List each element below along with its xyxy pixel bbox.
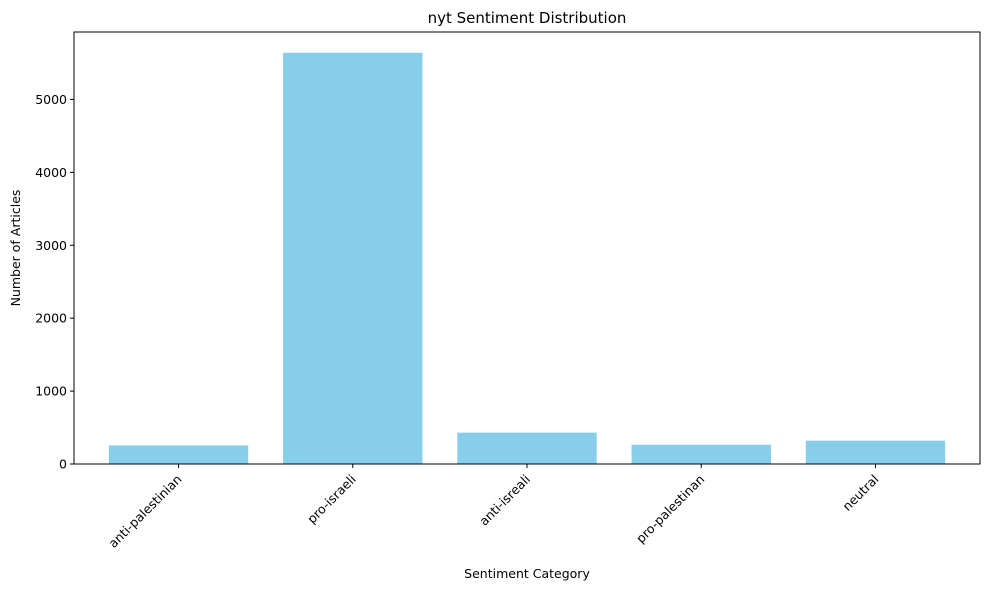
y-tick-label: 2000 [35,311,67,326]
x-tick-label: neutral [839,472,881,514]
bar-anti-palestinian [108,445,249,464]
y-axis: 0 1000 2000 3000 4000 5000 [35,92,74,472]
y-tick-label: 3000 [35,238,67,253]
x-tick-label: anti-palestinian [105,472,184,551]
bar-anti-isreali [457,432,597,464]
bar-pro-israeli [283,52,423,464]
y-tick-label: 4000 [35,165,67,180]
x-axis: anti-palestinian pro-israeli anti-isreali p… [105,464,882,551]
bar-neutral [805,440,946,464]
bars-group [108,52,946,464]
x-tick-label: anti-isreali [476,472,533,529]
x-axis-label: Sentiment Category [464,566,590,581]
x-tick-label: pro-palestinan [633,472,707,546]
y-tick-label: 1000 [35,384,67,399]
plot-frame [73,31,981,465]
y-axis-label: Number of Articles [8,190,23,307]
x-tick-label: pro-israeli [304,472,359,527]
chart-title: nyt Sentiment Distribution [428,9,627,27]
y-tick-label: 5000 [35,92,67,107]
bar-pro-palestinan [631,444,771,464]
y-tick-label: 0 [59,457,67,472]
